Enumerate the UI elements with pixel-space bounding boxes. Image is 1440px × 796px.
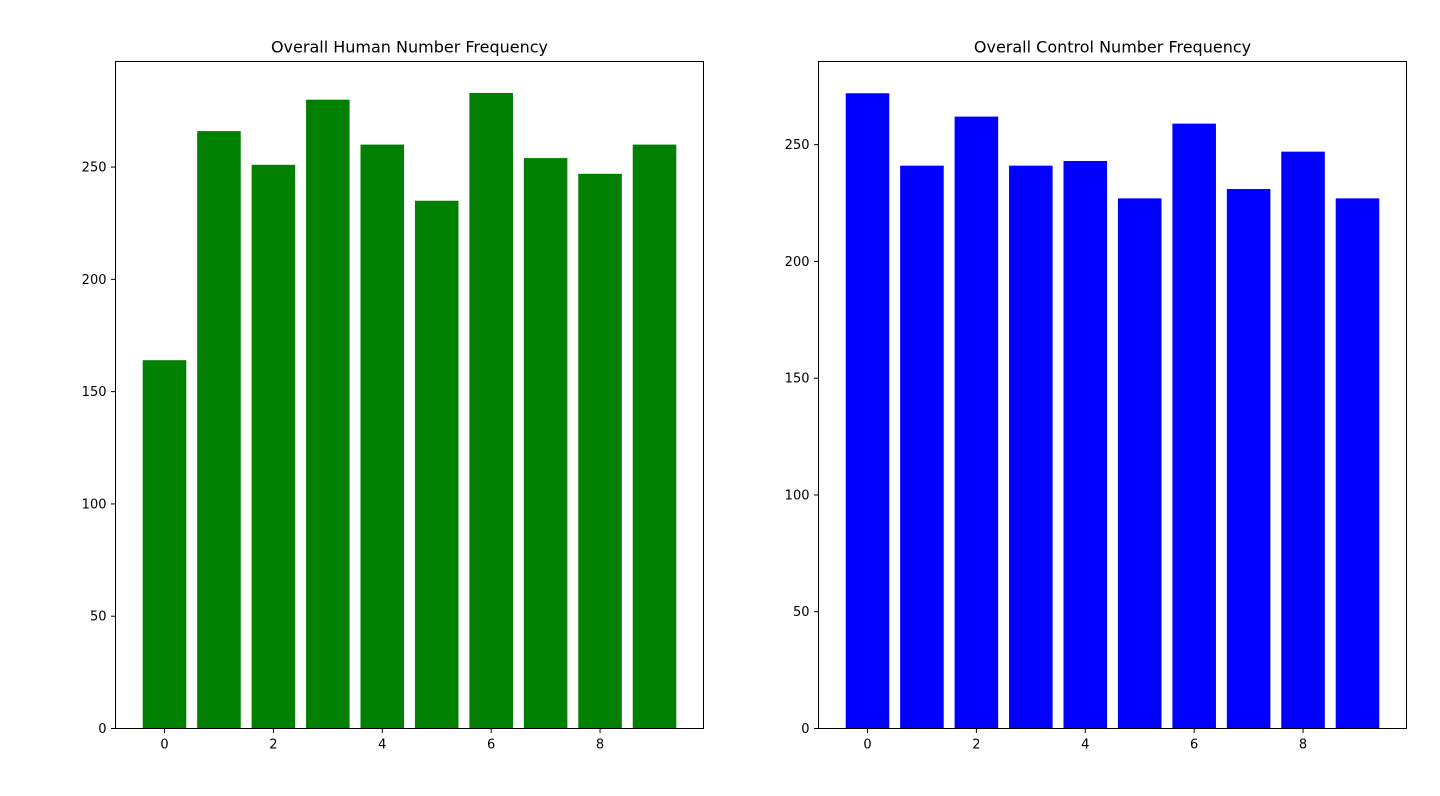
x-tick-label: 2	[972, 738, 980, 753]
y-tick-label: 100	[82, 497, 107, 512]
x-tick-label: 2	[269, 738, 277, 753]
x-tick-label: 4	[378, 738, 386, 753]
bar-1	[900, 165, 944, 729]
plot-frame	[818, 61, 1407, 729]
bar-0	[845, 93, 890, 729]
x-tick-label: 0	[160, 738, 168, 753]
bar-9	[632, 144, 677, 729]
bar-6	[469, 92, 513, 729]
bar-8	[1281, 151, 1325, 729]
bar-4	[360, 144, 405, 729]
x-tick-label: 8	[1299, 738, 1307, 753]
bar-4	[1063, 160, 1108, 729]
x-tick-label: 6	[487, 738, 495, 753]
x-tick-label: 8	[596, 738, 604, 753]
bar-3	[1009, 165, 1053, 729]
bar-6	[1172, 123, 1216, 729]
y-tick-label: 250	[785, 138, 810, 153]
y-tick-label: 0	[801, 722, 809, 737]
x-tick-label: 0	[863, 738, 871, 753]
bar-7	[1226, 189, 1271, 729]
bar-2	[251, 164, 296, 729]
y-tick-label: 200	[785, 255, 810, 270]
y-tick-label: 50	[793, 605, 810, 620]
y-tick-label: 0	[98, 722, 106, 737]
bar-0	[142, 360, 187, 729]
bar-7	[523, 158, 568, 729]
y-tick-label: 150	[82, 385, 107, 400]
bar-1	[197, 131, 241, 729]
chart-title: Overall Human Number Frequency	[271, 38, 548, 57]
human-frequency-chart: Overall Human Number Frequency 0 2 4 6 8 0 50 1…	[82, 38, 704, 753]
chart-title: Overall Control Number Frequency	[974, 38, 1251, 57]
y-tick-label: 250	[82, 161, 107, 176]
bar-5	[1117, 198, 1162, 729]
y-tick-label: 150	[785, 372, 810, 387]
bar-9	[1335, 198, 1380, 729]
plot-frame	[115, 61, 704, 729]
x-tick-label: 6	[1190, 738, 1198, 753]
y-tick-label: 100	[785, 488, 810, 503]
x-tick-label: 4	[1081, 738, 1089, 753]
bar-5	[414, 200, 459, 729]
bar-3	[306, 99, 350, 729]
y-tick-label: 200	[82, 273, 107, 288]
bar-2	[954, 116, 999, 729]
control-frequency-chart: Overall Control Number Frequency 0 2 4 6 8 0 5…	[785, 38, 1407, 753]
y-tick-label: 50	[90, 610, 107, 625]
bar-8	[578, 173, 622, 729]
